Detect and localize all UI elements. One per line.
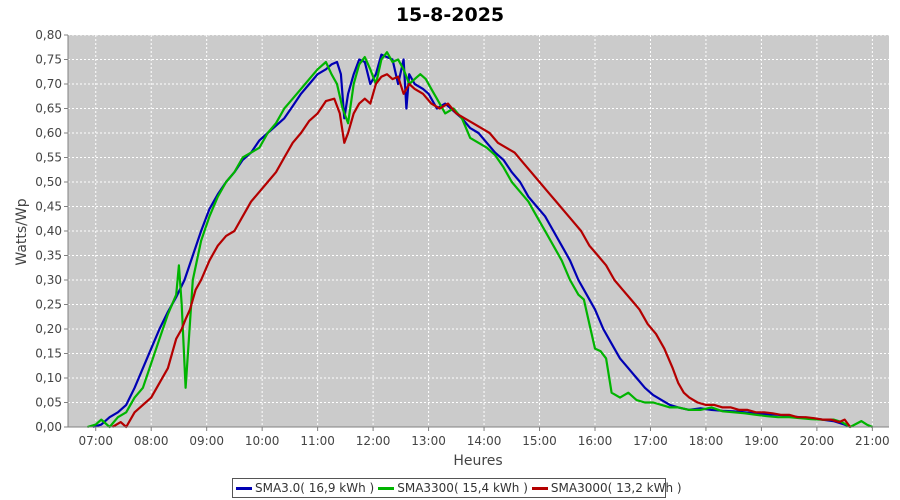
x-tick-label-9: 16:00 [578, 434, 613, 448]
y-tick-label-3: 0,15 [35, 347, 62, 361]
legend-item-3: SMA3000( 13,2 kWh ) [531, 481, 682, 495]
x-tick-label-11: 18:00 [689, 434, 724, 448]
y-tick-label-10: 0,50 [35, 175, 62, 189]
y-tick-label-5: 0,25 [35, 298, 62, 312]
series-line-2 [87, 51, 873, 429]
y-tick-label-9: 0,45 [35, 200, 62, 214]
x-tick-label-10: 17:00 [633, 434, 668, 448]
x-tick-label-2: 09:00 [189, 434, 224, 448]
y-tick-label-1: 0,05 [35, 396, 62, 410]
chart-title: 15-8-2025 [396, 4, 504, 26]
legend-swatch-1 [236, 486, 252, 490]
legend: SMA3.0( 16,9 kWh ) SMA3300( 15,4 kWh ) SMA… [232, 478, 682, 498]
y-axis-label: Watts/Wp [14, 198, 30, 265]
x-axis-ticks: 07:00 08:00 09:00 10:00 11:00 12:00 13:00 14:00… [78, 427, 890, 448]
y-tick-label-8: 0,40 [35, 224, 62, 238]
y-tick-label-11: 0,55 [35, 151, 62, 165]
x-tick-label-3: 10:00 [245, 434, 280, 448]
x-tick-label-6: 13:00 [411, 434, 446, 448]
x-axis-label: Heures [453, 453, 502, 469]
y-tick-label-6: 0,30 [35, 273, 62, 287]
y-tick-label-2: 0,10 [35, 371, 62, 385]
x-tick-label-7: 14:00 [467, 434, 502, 448]
grid-lines [68, 34, 889, 427]
x-tick-label-0: 07:00 [78, 434, 113, 448]
x-tick-label-1: 08:00 [134, 434, 169, 448]
legend-label-3: SMA3000( 13,2 kWh ) [550, 481, 682, 495]
y-tick-label-14: 0,70 [35, 77, 62, 91]
legend-label-2: SMA3300( 15,4 kWh ) [397, 481, 528, 495]
y-tick-label-0: 0,00 [35, 420, 62, 434]
x-tick-label-4: 11:00 [300, 434, 335, 448]
y-axis-ticks: 0,00 0,05 0,10 0,15 0,20 0,25 0,30 0,35 0,40 0,45… [35, 28, 68, 434]
legend-item-2: SMA3300( 15,4 kWh ) [378, 481, 528, 495]
legend-swatch-2 [378, 486, 395, 490]
x-tick-label-12: 19:00 [744, 434, 779, 448]
legend-label-1: SMA3.0( 16,9 kWh ) [255, 481, 375, 495]
legend-swatch-3 [531, 486, 548, 490]
series-line-3 [111, 73, 852, 429]
x-tick-label-5: 12:00 [356, 434, 391, 448]
x-tick-label-8: 15:00 [522, 434, 557, 448]
y-tick-label-4: 0,20 [35, 322, 62, 336]
legend-item-1: SMA3.0( 16,9 kWh ) [236, 481, 374, 495]
y-tick-label-12: 0,60 [35, 126, 62, 140]
y-tick-label-13: 0,65 [35, 102, 62, 116]
x-tick-label-14: 21:00 [855, 434, 890, 448]
series-layer [87, 51, 873, 429]
y-tick-label-7: 0,35 [35, 249, 62, 263]
x-tick-label-13: 20:00 [800, 434, 835, 448]
y-tick-label-15: 0,75 [35, 53, 62, 67]
y-tick-label-16: 0,80 [35, 28, 62, 42]
